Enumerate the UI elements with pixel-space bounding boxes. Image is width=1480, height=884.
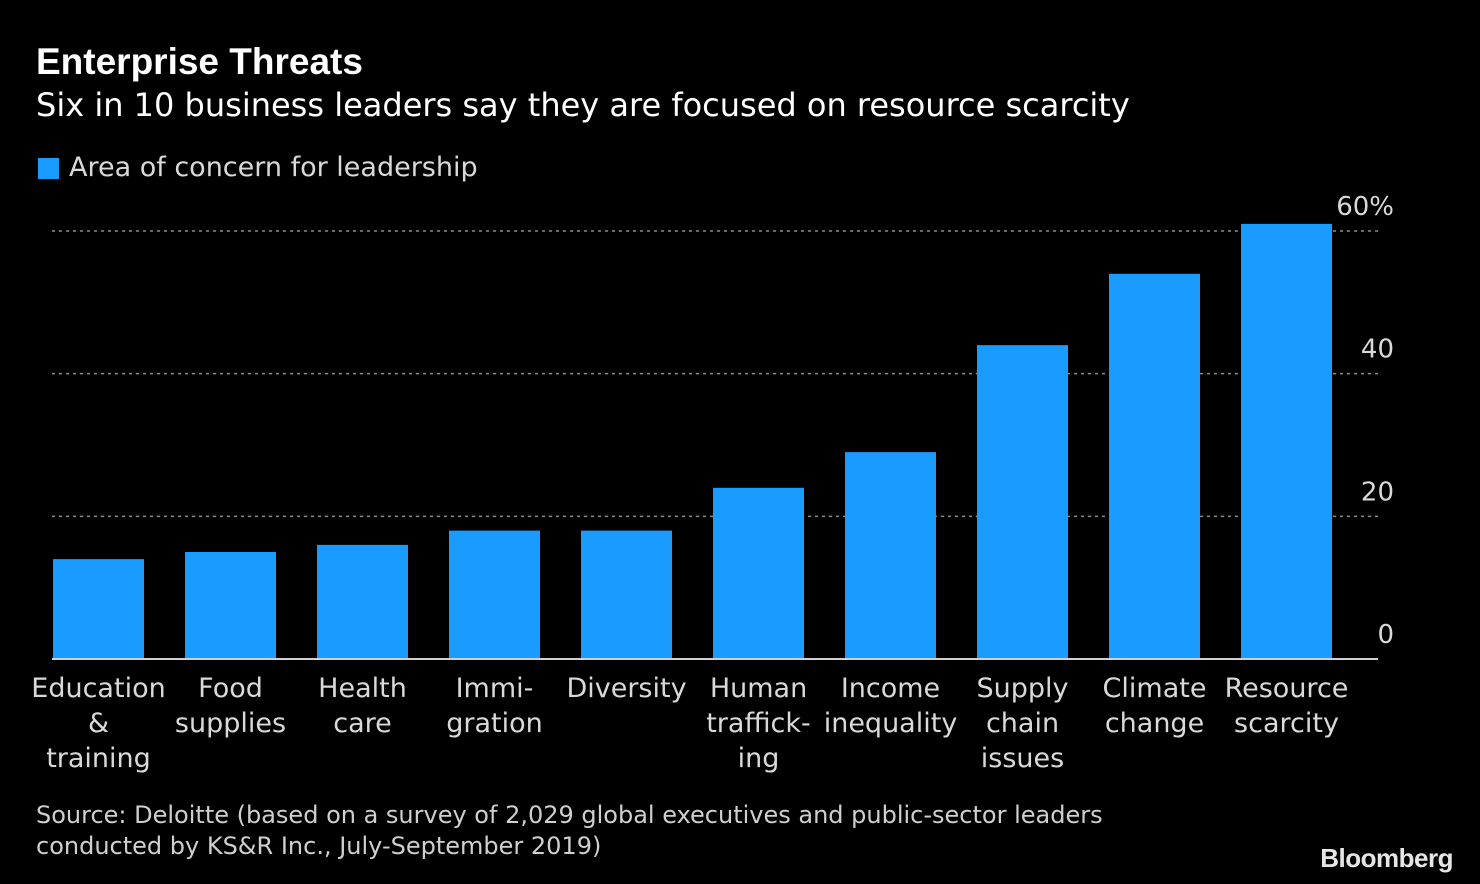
x-category-label: Resource scarcity <box>1225 673 1349 739</box>
x-category-label: Climate change <box>1103 673 1207 739</box>
legend-label: Area of concern for leadership <box>69 152 478 183</box>
x-category-label: Income inequality <box>824 673 958 739</box>
axes: 0 20 40 60% <box>52 192 1394 660</box>
legend-swatch <box>38 157 59 179</box>
chart-subtitle: Six in 10 business leaders say they are … <box>36 86 1130 124</box>
bar <box>449 530 540 659</box>
bar <box>53 559 144 659</box>
x-category-label: Human traffick-ing <box>706 673 811 774</box>
bar <box>317 544 408 659</box>
bar <box>581 530 672 659</box>
x-category-label: Immi-gration <box>446 673 543 739</box>
x-category-label: Health care <box>318 673 407 739</box>
y-tick-label: 40 <box>1361 335 1394 365</box>
bars <box>53 223 1332 659</box>
x-category-label: Food supplies <box>175 673 286 739</box>
chart-title: Enterprise Threats <box>36 41 363 82</box>
bloomberg-logo: Bloomberg <box>1320 843 1453 873</box>
y-tick-label: 20 <box>1361 477 1394 507</box>
bar <box>1241 223 1332 659</box>
x-category-label: Supply chain issues <box>976 673 1068 774</box>
bar <box>1109 273 1200 659</box>
bar <box>185 552 276 659</box>
bar <box>845 452 936 659</box>
y-tick-label: 60% <box>1336 192 1394 222</box>
x-category-label: Diversity <box>566 673 686 704</box>
source-note: Source: Deloitte (based on a survey of 2… <box>36 801 1103 860</box>
x-category-label: Education & training <box>31 673 165 774</box>
y-tick-label: 0 <box>1377 620 1394 650</box>
bar <box>977 345 1068 659</box>
legend: Area of concern for leadership <box>38 150 478 186</box>
bar <box>713 487 804 659</box>
